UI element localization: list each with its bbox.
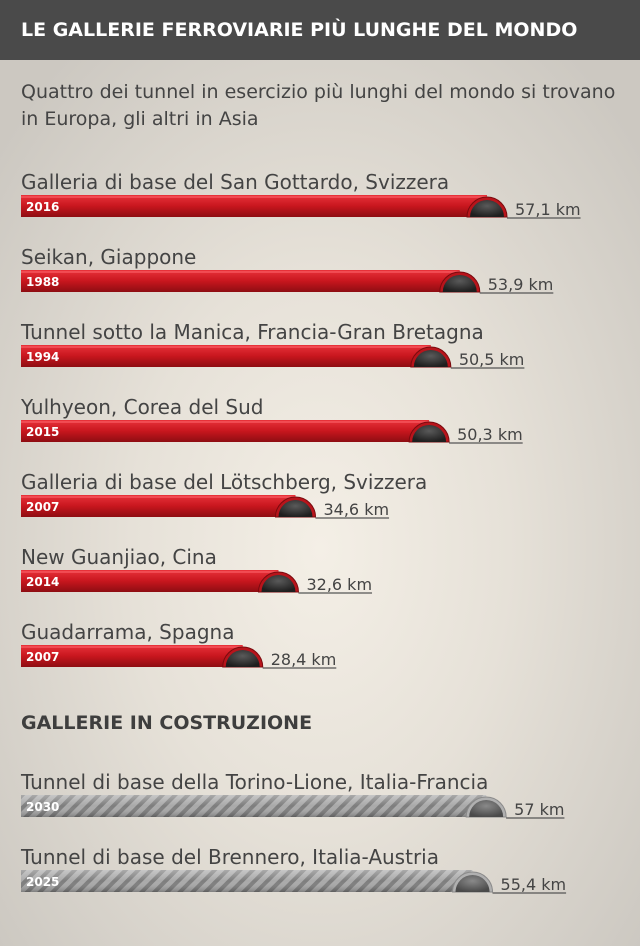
- year-label: 1988: [26, 275, 59, 289]
- tunnel-name: Tunnel sotto la Manica, Francia-Gran Bre…: [20, 320, 484, 344]
- tunnel-hole-icon: [470, 200, 504, 217]
- length-bar: [21, 645, 243, 667]
- length-bar: [21, 345, 431, 367]
- tunnel-row: Seikan, Giappone 1988 53,9 km: [21, 245, 554, 294]
- year-label: 1994: [26, 350, 59, 364]
- tunnel-hole-icon: [261, 575, 296, 592]
- value-label: 53,9 km: [488, 275, 554, 294]
- length-bar: [21, 270, 460, 292]
- tunnel-name: New Guanjiao, Cina: [21, 545, 217, 569]
- tunnel-row: Galleria di base del Lötschberg, Svizzer…: [21, 470, 427, 519]
- tunnel-hole-icon: [469, 800, 504, 817]
- year-label: 2007: [26, 500, 59, 514]
- tunnel-row: Tunnel di base del Brennero, Italia-Aust…: [20, 845, 567, 894]
- tunnel-name: Tunnel di base della Torino-Lione, Itali…: [20, 770, 488, 794]
- tunnel-row: Tunnel sotto la Manica, Francia-Gran Bre…: [20, 320, 525, 369]
- subtitle: Quattro dei tunnel in esercizio più lung…: [21, 81, 616, 130]
- year-label: 2015: [26, 425, 59, 439]
- tunnel-hole-icon: [413, 350, 448, 367]
- tunnel-name: Seikan, Giappone: [21, 245, 196, 269]
- year-label: 2025: [26, 875, 59, 889]
- tunnel-name: Guadarrama, Spagna: [21, 620, 234, 644]
- tunnel-hole-icon: [225, 650, 260, 667]
- tunnel-row: Galleria di base del San Gottardo, Svizz…: [21, 170, 581, 219]
- tunnel-hole-icon: [278, 500, 313, 517]
- tunnel-row: New Guanjiao, Cina 2014 32,6 km: [21, 545, 373, 594]
- tunnel-hole-icon: [442, 275, 477, 292]
- year-label: 2030: [26, 800, 59, 814]
- tunnel-name: Galleria di base del San Gottardo, Svizz…: [21, 170, 449, 194]
- year-label: 2016: [26, 200, 59, 214]
- value-label: 34,6 km: [323, 500, 389, 519]
- tunnel-name: Tunnel di base del Brennero, Italia-Aust…: [20, 845, 439, 869]
- tunnel-hole-icon: [412, 425, 447, 442]
- tunnel-row: Yulhyeon, Corea del Sud 2015 50,3 km: [20, 395, 523, 444]
- value-label: 28,4 km: [271, 650, 337, 669]
- value-label: 32,6 km: [306, 575, 372, 594]
- length-bar: [21, 495, 296, 517]
- value-label: 57,1 km: [515, 200, 581, 219]
- page-title: LE GALLERIE FERROVIARIE PIÙ LUNGHE DEL M…: [0, 0, 640, 60]
- section-title-construction: GALLERIE IN COSTRUZIONE: [21, 712, 313, 734]
- tunnel-hole-icon: [455, 875, 490, 892]
- length-bar: [21, 570, 279, 592]
- length-bar: [21, 195, 487, 217]
- length-bar: [21, 420, 430, 442]
- tunnel-name: Galleria di base del Lötschberg, Svizzer…: [21, 470, 427, 494]
- tunnel-row: Guadarrama, Spagna 2007 28,4 km: [21, 620, 337, 669]
- value-label: 55,4 km: [501, 875, 567, 894]
- value-label: 57 km: [514, 800, 564, 819]
- year-label: 2014: [26, 575, 59, 589]
- value-label: 50,5 km: [459, 350, 525, 369]
- tunnel-row: Tunnel di base della Torino-Lione, Itali…: [20, 770, 565, 819]
- value-label: 50,3 km: [457, 425, 523, 444]
- tunnel-name: Yulhyeon, Corea del Sud: [20, 395, 263, 419]
- year-label: 2007: [26, 650, 59, 664]
